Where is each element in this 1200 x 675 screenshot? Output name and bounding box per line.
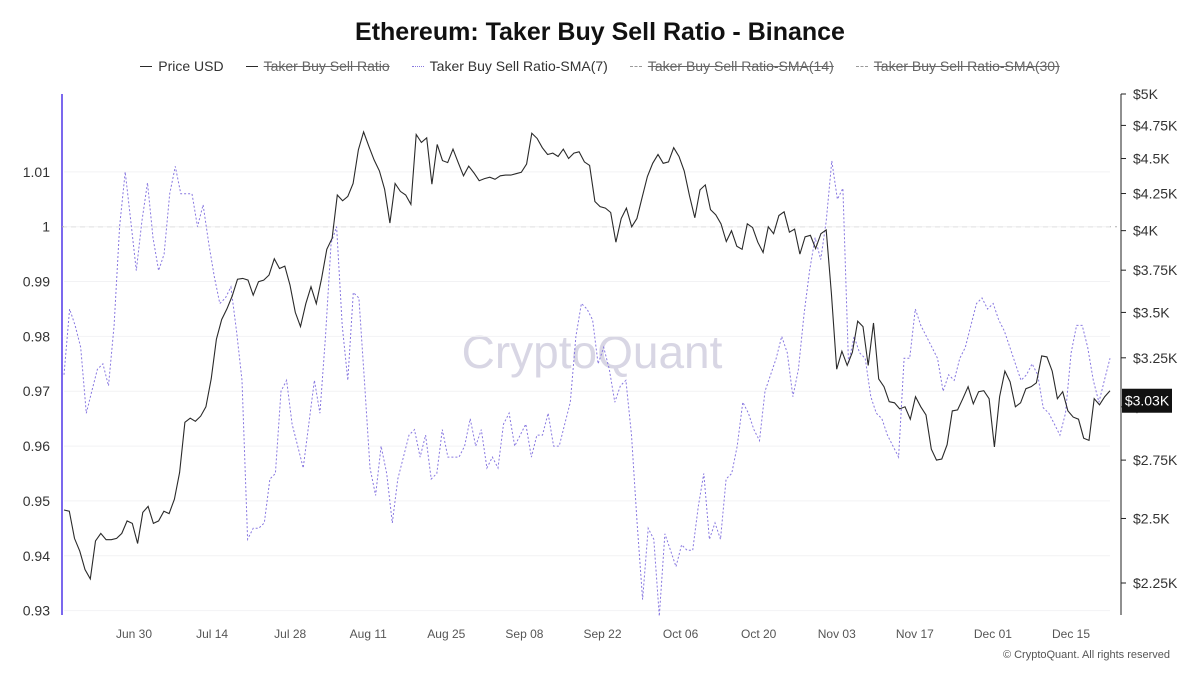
legend-swatch-sma14: [629, 65, 642, 67]
x-tick-label: Jul 28: [274, 627, 306, 641]
legend-item-ratio[interactable]: Taker Buy Sell Ratio: [245, 58, 390, 74]
right-tick-label: $2.25K: [1133, 575, 1178, 591]
current-price-badge: $3.03K: [1122, 388, 1172, 413]
left-tick-label: 0.95: [23, 493, 50, 509]
left-tick-label: 0.98: [23, 328, 50, 344]
x-tick-label: Oct 20: [741, 627, 777, 641]
left-tick-label: 1: [42, 219, 50, 235]
x-tick-label: Oct 06: [663, 627, 699, 641]
right-tick-label: $4.25K: [1133, 186, 1178, 202]
legend-item-sma14[interactable]: Taker Buy Sell Ratio-SMA(14): [629, 58, 834, 74]
left-tick-label: 0.94: [23, 548, 50, 564]
right-tick-label: $4.75K: [1133, 117, 1178, 133]
right-tick-label: $5K: [1133, 86, 1159, 102]
right-tick-label: $4.5K: [1133, 151, 1170, 167]
watermark: CryptoQuant: [462, 326, 723, 378]
series-price-line[interactable]: [63, 130, 1111, 581]
right-tick-label: $3.25K: [1133, 350, 1178, 366]
legend-label-sma14: Taker Buy Sell Ratio-SMA(14): [647, 58, 834, 74]
left-tick-label: 0.97: [23, 383, 50, 399]
right-tick-label: $3.75K: [1133, 262, 1178, 278]
chart-title: Ethereum: Taker Buy Sell Ratio - Binance: [355, 18, 845, 46]
x-tick-label: Nov 03: [818, 627, 856, 641]
series-sma7-line[interactable]: [63, 160, 1111, 617]
x-tick-label: Jul 14: [196, 627, 228, 641]
copyright-notice: © CryptoQuant. All rights reserved: [1002, 649, 1170, 661]
legend-label-sma30: Taker Buy Sell Ratio-SMA(30): [873, 58, 1060, 74]
right-axis-ticks: $5K $4.75K $4.5K $4.25K $4K $3.75K $3.5K $3.25K…: [1121, 86, 1178, 591]
legend-swatch-sma30: [855, 65, 868, 67]
legend-item-sma7[interactable]: Taker Buy Sell Ratio-SMA(7): [411, 58, 608, 74]
right-tick-label: $2.75K: [1133, 452, 1178, 468]
current-price-badge-bg: [1122, 388, 1172, 413]
left-tick-label: 0.93: [23, 603, 50, 619]
legend-swatch-sma7: [411, 65, 424, 67]
legend-label-sma7: Taker Buy Sell Ratio-SMA(7): [429, 58, 608, 74]
legend-swatch-ratio: [245, 65, 258, 67]
right-tick-label: $2.5K: [1133, 510, 1170, 526]
left-tick-label: 0.96: [23, 438, 50, 454]
legend-label-ratio: Taker Buy Sell Ratio: [263, 58, 390, 74]
x-tick-label: Aug 11: [350, 627, 387, 641]
x-tick-label: Dec 01: [974, 627, 1012, 641]
legend-item-sma30[interactable]: Taker Buy Sell Ratio-SMA(30): [855, 58, 1060, 74]
left-tick-label: 0.99: [23, 274, 50, 290]
chart-legend: Price USD Taker Buy Sell Ratio Taker Buy…: [0, 58, 1200, 74]
current-price-label: $3.03K: [1125, 393, 1170, 409]
legend-label-price: Price USD: [158, 58, 224, 74]
legend-item-price[interactable]: Price USD: [140, 58, 224, 74]
x-tick-label: Nov 17: [896, 627, 934, 641]
x-axis-ticks: Jun 30 Jul 14 Jul 28 Aug 11 Aug 25 Sep 08 Sep …: [116, 627, 1090, 641]
left-tick-label: 1.01: [23, 164, 50, 180]
legend-swatch-price: [140, 65, 153, 67]
x-tick-label: Jun 30: [116, 627, 152, 641]
x-tick-label: Sep 22: [583, 627, 621, 641]
x-tick-label: Sep 08: [505, 627, 543, 641]
x-tick-label: Aug 25: [427, 627, 465, 641]
x-tick-label: Dec 15: [1052, 627, 1090, 641]
right-tick-label: $4K: [1133, 223, 1159, 239]
right-tick-label: $3.5K: [1133, 304, 1170, 320]
left-axis-ticks: 1.01 1 0.99 0.98 0.97 0.96 0.95 0.94 0.93: [23, 164, 1110, 619]
